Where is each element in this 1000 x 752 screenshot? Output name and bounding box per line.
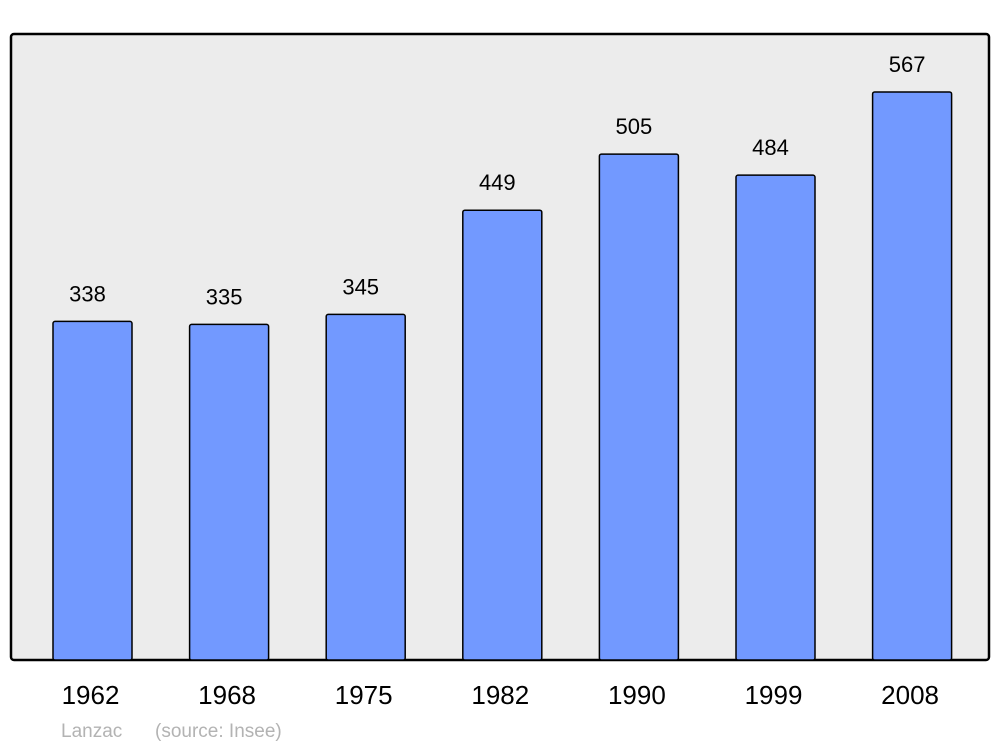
- x-tick-label-1990: 1990: [608, 680, 666, 710]
- value-label-1990: 505: [616, 114, 653, 139]
- bar-1968: [188, 323, 270, 661]
- bar-1962: [52, 320, 133, 661]
- value-label-1999: 484: [752, 135, 789, 160]
- bar-1975: [325, 313, 406, 661]
- x-tick-label-1962: 1962: [62, 680, 120, 710]
- x-tick-label-1968: 1968: [198, 680, 256, 710]
- footer-place: Lanzac: [61, 721, 122, 742]
- x-tick-label-1982: 1982: [471, 680, 529, 710]
- bar-1990: [598, 153, 680, 661]
- bar-1982: [462, 209, 543, 661]
- bar-2008: [871, 91, 953, 661]
- value-label-1975: 345: [342, 274, 379, 299]
- footer-source: (source: Insee): [155, 721, 282, 742]
- value-label-2008: 567: [889, 52, 926, 77]
- value-label-1968: 335: [206, 284, 243, 309]
- x-tick-label-2008: 2008: [881, 680, 939, 710]
- value-label-1962: 338: [69, 281, 106, 306]
- x-tick-label-1975: 1975: [335, 680, 393, 710]
- x-tick-label-1999: 1999: [745, 680, 803, 710]
- bar-1999: [735, 174, 816, 661]
- value-label-1982: 449: [479, 170, 516, 195]
